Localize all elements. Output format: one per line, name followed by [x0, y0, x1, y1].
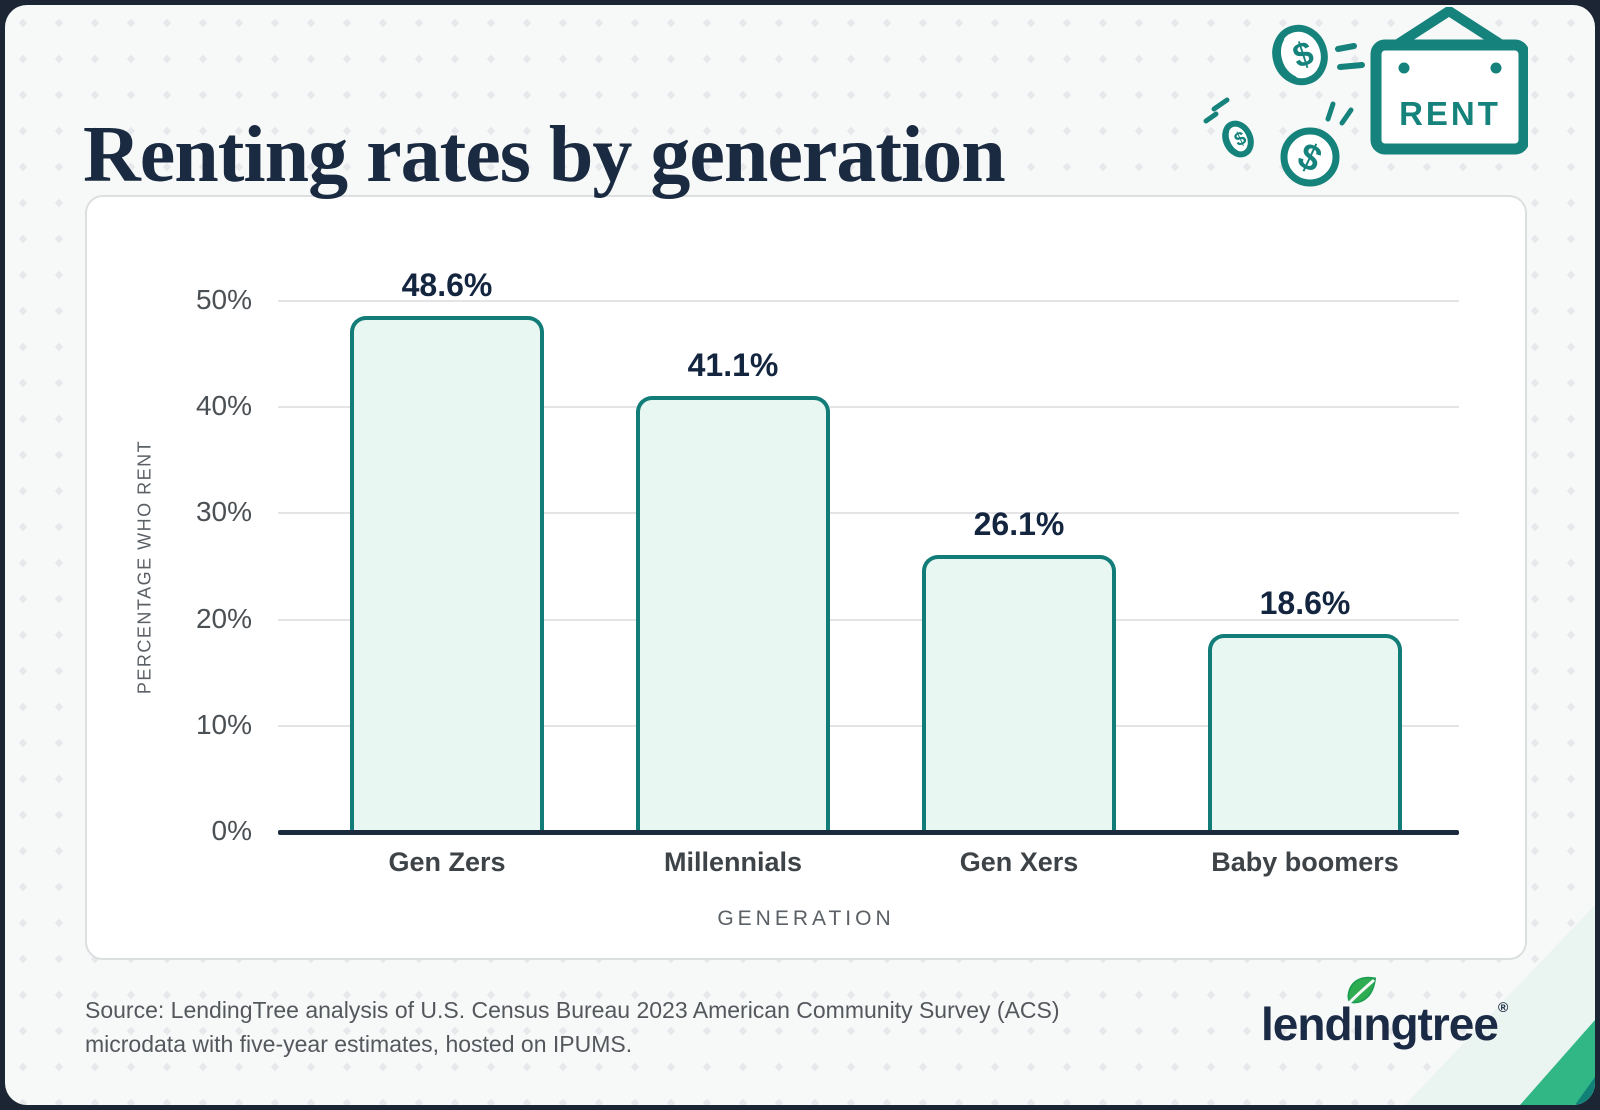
source-line-2: microdata with five-year estimates, host…: [85, 1031, 633, 1057]
gridline: [278, 512, 1459, 515]
corner-decoration: [1405, 905, 1595, 1105]
leaf-icon: [1347, 976, 1377, 1005]
coin-icon: $: [1222, 120, 1254, 158]
gridline: [278, 406, 1459, 409]
bar-value-label: 41.1%: [687, 346, 779, 383]
registered-mark: ®: [1497, 999, 1509, 1015]
motion-dash: [1325, 101, 1336, 122]
y-axis-title: PERCENTAGE WHO RENT: [134, 439, 155, 695]
plot-area: 0% 10% 20% 30% 40% 50% 48.6% Gen Zers 41.1% Mille…: [87, 197, 1525, 958]
bar-value-label: 26.1%: [973, 505, 1065, 542]
motion-dash: [1339, 107, 1354, 126]
gridline: [278, 724, 1459, 727]
y-tick-label: 10%: [195, 708, 252, 740]
source-note: Source: LendingTree analysis of U.S. Cen…: [85, 993, 1085, 1061]
logo-text-2: ngtree: [1363, 998, 1499, 1050]
chart-panel: PERCENTAGE WHO RENT 0% 10% 20% 30% 40% 50% 48.…: [85, 195, 1527, 960]
source-line-1: Source: LendingTree analysis of U.S. Cen…: [85, 997, 1060, 1023]
x-category-label: Millennials: [663, 847, 803, 877]
x-category-label: Baby boomers: [1211, 847, 1399, 877]
motion-dash: [1203, 111, 1219, 124]
gridline: [278, 618, 1459, 621]
motion-dash: [1337, 62, 1365, 70]
y-tick-label: 40%: [195, 390, 252, 422]
bar-gen-xers: [922, 554, 1116, 832]
infographic-card: Renting rates by generation RENT $: [5, 5, 1595, 1105]
y-tick-label: 50%: [195, 284, 252, 315]
motion-dash: [1211, 97, 1230, 112]
bar-millennials: [636, 395, 830, 832]
page-title: Renting rates by generation: [83, 110, 1006, 199]
x-category-label: Gen Xers: [959, 847, 1079, 877]
bar-value-label: 48.6%: [401, 266, 493, 303]
y-tick-label: 20%: [195, 602, 252, 634]
bar-gen-zers: [350, 315, 544, 832]
y-tick-label: 0%: [211, 815, 252, 846]
logo-text-1: lend: [1261, 998, 1353, 1050]
rent-sign-icon: RENT: [1370, 7, 1528, 155]
rent-sign-label: RENT: [1399, 95, 1501, 132]
bar-baby-boomers: [1208, 634, 1402, 832]
y-tick-label: 30%: [195, 496, 252, 528]
lendingtree-logo: lendıngtree®: [1261, 976, 1509, 1051]
x-category-label: Gen Zers: [388, 847, 506, 877]
bar-value-label: 18.6%: [1259, 585, 1351, 622]
rent-sign-and-coins-illustration: RENT $ $ $: [1203, 7, 1528, 187]
logo-dotless-i: ı: [1351, 998, 1365, 1050]
motion-dash: [1335, 43, 1357, 52]
gridline: [278, 300, 1459, 302]
coin-icon: $: [1272, 24, 1328, 86]
x-axis-title: GENERATION: [717, 907, 895, 930]
x-axis-line: [278, 830, 1459, 835]
coin-icon: $: [1280, 127, 1340, 187]
